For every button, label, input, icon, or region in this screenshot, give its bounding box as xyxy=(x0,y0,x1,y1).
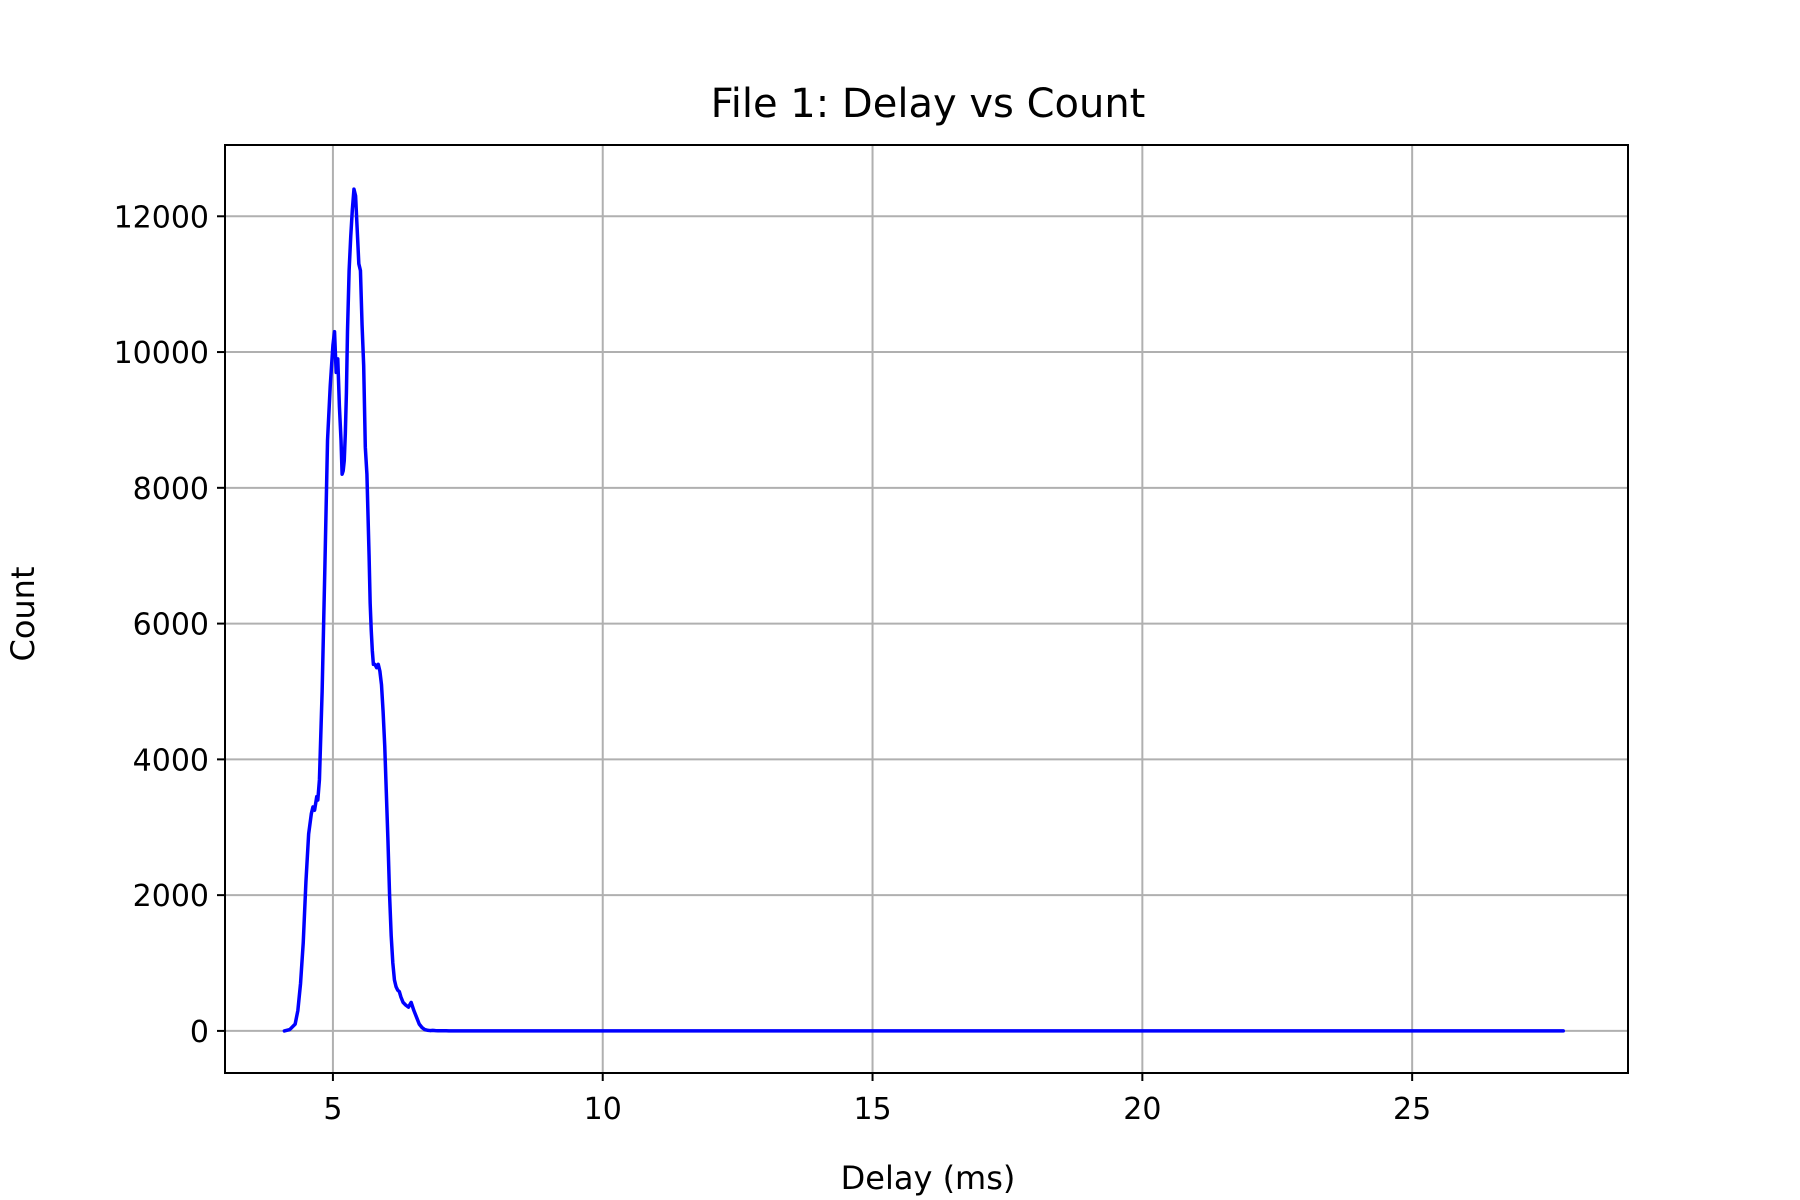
x-tick-label: 20 xyxy=(1123,1092,1161,1127)
x-tick-label: 10 xyxy=(584,1092,622,1127)
x-tick-label: 25 xyxy=(1393,1092,1431,1127)
plot-frame xyxy=(224,144,1629,1074)
y-tick-label: 6000 xyxy=(133,608,209,643)
x-tick-label: 15 xyxy=(853,1092,891,1127)
y-tick-label: 12000 xyxy=(114,200,209,235)
y-tick-label: 0 xyxy=(190,1015,209,1050)
delay-count-series-line xyxy=(282,187,1565,1033)
y-axis-label: Count xyxy=(4,566,42,661)
y-tick-label: 10000 xyxy=(114,336,209,371)
chart-title: File 1: Delay vs Count xyxy=(711,81,1146,127)
x-tick-label: 5 xyxy=(323,1092,342,1127)
y-tick-label: 8000 xyxy=(133,472,209,507)
x-axis-label: Delay (ms) xyxy=(841,1159,1016,1197)
y-tick-label: 2000 xyxy=(133,879,209,914)
y-tick-label: 4000 xyxy=(133,743,209,778)
